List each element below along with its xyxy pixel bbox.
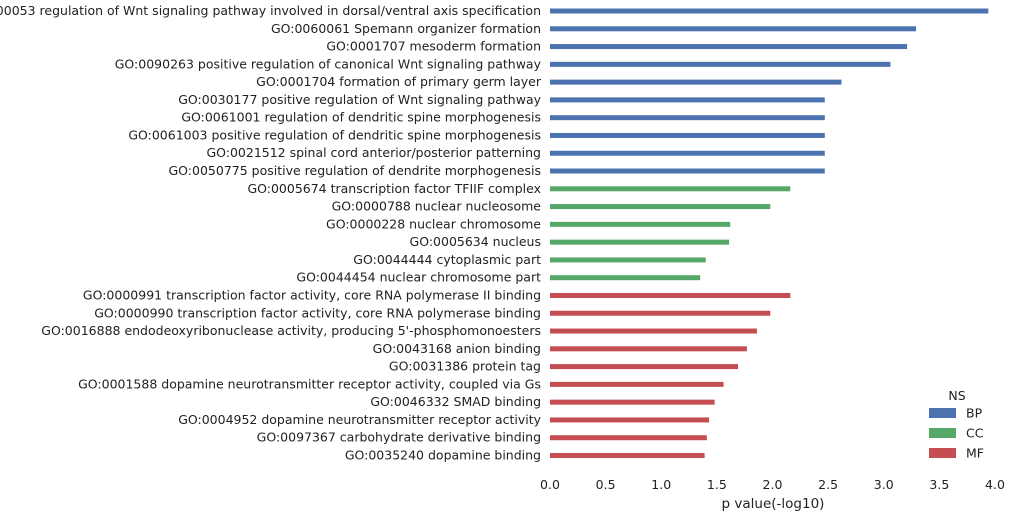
bar-mf: [550, 381, 724, 387]
bar-bp: [550, 26, 917, 32]
x-tick-label: 0.5: [596, 477, 616, 492]
category-label: GO:0061003 positive regulation of dendri…: [128, 127, 541, 142]
category-label: GO:0090263 positive regulation of canoni…: [115, 56, 542, 71]
bar-mf: [550, 417, 710, 423]
category-label: GO:0005634 nucleus: [410, 234, 541, 249]
category-label: GO:0021512 spinal cord anterior/posterio…: [206, 145, 541, 160]
bar-mf: [550, 399, 715, 405]
x-tick-label: 2.0: [763, 477, 783, 492]
category-label: GO:0001588 dopamine neurotransmitter rec…: [78, 376, 541, 391]
category-label: GO:0035240 dopamine binding: [345, 448, 541, 463]
category-label: GO:0050775 positive regulation of dendri…: [168, 163, 541, 178]
category-label: GO:0030177 positive regulation of Wnt si…: [178, 92, 541, 107]
category-label: GO:0000788 nuclear nucleosome: [332, 199, 542, 214]
bar-bp: [550, 97, 825, 103]
legend-swatch-cc: [929, 428, 956, 438]
bar-bp: [550, 79, 842, 85]
category-label: GO:0046332 SMAD binding: [370, 394, 541, 409]
legend-label-cc: CC: [966, 426, 984, 441]
category-label: GO:0043168 anion binding: [373, 341, 541, 356]
bar-cc: [550, 186, 791, 192]
category-label: GO:0044454 nuclear chromosome part: [296, 270, 541, 285]
category-label: GO:0061001 regulation of dendritic spine…: [181, 110, 541, 125]
bar-cc: [550, 275, 701, 281]
legend-label-mf: MF: [966, 446, 984, 461]
bar-mf: [550, 364, 739, 370]
bar-cc: [550, 257, 706, 263]
x-tick-label: 2.5: [818, 477, 838, 492]
bar-cc: [550, 204, 771, 210]
category-label: GO:0000990 transcription factor activity…: [94, 305, 541, 320]
category-label: GO:0060061 Spemann organizer formation: [271, 21, 541, 36]
category-label: GO:2000053 regulation of Wnt signaling p…: [0, 3, 541, 18]
bar-bp: [550, 132, 825, 138]
category-label: GO:0097367 carbohydrate derivative bindi…: [257, 430, 541, 445]
category-label: GO:0031386 protein tag: [389, 359, 541, 374]
bar-bp: [550, 115, 825, 121]
bar-bp: [550, 168, 825, 174]
bar-cc: [550, 221, 731, 227]
legend-swatch-bp: [929, 408, 956, 418]
legend-swatch-mf: [929, 448, 956, 458]
category-label: GO:0000991 transcription factor activity…: [83, 287, 541, 302]
x-tick-label: 1.5: [707, 477, 727, 492]
bars-group: [550, 8, 989, 458]
category-label: GO:0005674 transcription factor TFIIF co…: [247, 181, 541, 196]
category-label: GO:0001707 mesoderm formation: [326, 39, 541, 54]
bar-mf: [550, 453, 705, 458]
category-label: GO:0044444 cytoplasmic part: [353, 252, 541, 267]
bar-mf: [550, 310, 771, 316]
x-tick-label: 4.0: [985, 477, 1005, 492]
category-label: GO:0001704 formation of primary germ lay…: [256, 74, 542, 89]
category-label: GO:0016888 endodeoxyribonuclease activit…: [41, 323, 541, 338]
legend-title: NS: [948, 388, 965, 403]
legend: NS BP CC MF: [929, 388, 984, 461]
bar-mf: [550, 346, 747, 352]
bar-mf: [550, 292, 791, 298]
category-labels: GO:2000053 regulation of Wnt signaling p…: [0, 3, 542, 463]
x-axis-label: p value(-log10): [722, 496, 825, 512]
bar-cc: [550, 239, 730, 245]
legend-label-bp: BP: [966, 406, 983, 421]
bar-bp: [550, 61, 891, 67]
bar-bp: [550, 44, 908, 50]
bar-mf: [550, 328, 757, 334]
bar-bp: [550, 150, 825, 156]
x-tick-label: 3.0: [874, 477, 894, 492]
x-tick-label: 1.0: [651, 477, 671, 492]
x-tick-label: 3.5: [929, 477, 949, 492]
bar-bp: [550, 8, 989, 14]
bar-mf: [550, 435, 707, 441]
x-tick-label: 0.0: [540, 477, 560, 492]
x-axis-ticks: 0.0 0.5 1.0 1.5 2.0 2.5 3.0 3.5 4.0: [540, 477, 1005, 492]
category-label: GO:0000228 nuclear chromosome: [326, 216, 541, 231]
category-label: GO:0004952 dopamine neurotransmitter rec…: [178, 412, 541, 427]
